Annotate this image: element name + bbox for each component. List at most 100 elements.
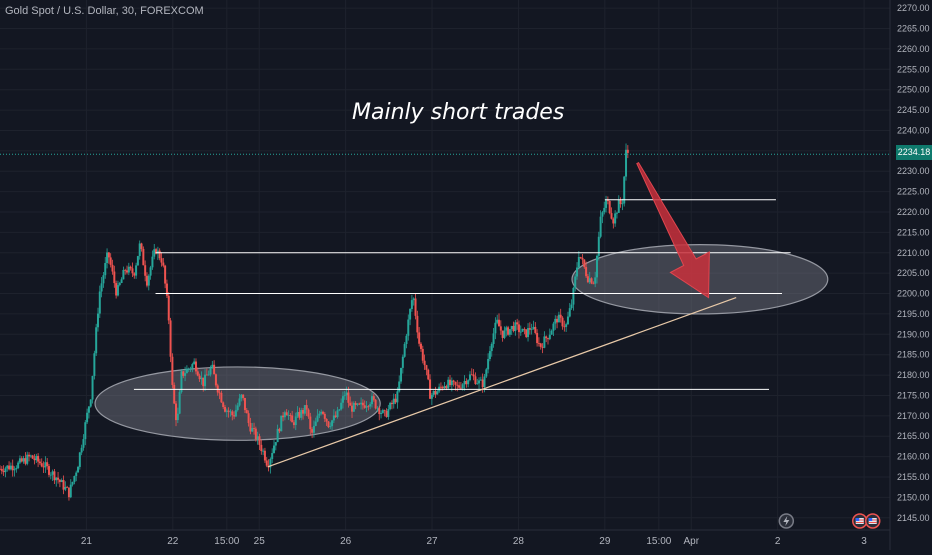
candle-body [282, 415, 285, 418]
candle-body [334, 415, 337, 418]
candle-body [505, 327, 508, 331]
candle-body [307, 409, 310, 417]
candle-body [407, 319, 410, 336]
candle-body [358, 403, 361, 405]
candle-body [365, 406, 368, 408]
us-flag-icon [864, 513, 881, 529]
candle-body [347, 392, 350, 403]
candle-body [372, 396, 375, 400]
candle-body [2, 470, 5, 473]
candle-body [617, 199, 620, 213]
candle-body [498, 319, 501, 327]
candle-body [546, 338, 549, 340]
candle-body [566, 316, 569, 325]
candle-body [236, 405, 239, 411]
candle-body [120, 279, 123, 284]
y-tick-label: 2185.00 [897, 350, 930, 360]
candle-body [530, 329, 533, 330]
candle-body [572, 287, 575, 305]
candle-body [517, 324, 520, 333]
y-tick-label: 2170.00 [897, 411, 930, 421]
candle-body [441, 387, 444, 389]
candle-body [204, 374, 207, 387]
candle-body [218, 392, 221, 394]
candle-body [483, 376, 486, 388]
x-tick-label: 15:00 [214, 536, 239, 547]
candle-body [40, 463, 43, 467]
candle-body [503, 330, 506, 338]
candle-body [332, 415, 335, 421]
candle-body [289, 415, 292, 416]
y-tick-label: 2255.00 [897, 64, 930, 74]
candle-body [383, 410, 386, 411]
candle-body [278, 428, 281, 432]
candle-body [93, 353, 96, 376]
candle-body [361, 402, 364, 406]
candle-body [300, 410, 303, 418]
candle-body [75, 472, 78, 477]
candle-body [439, 386, 442, 388]
candle-body [127, 266, 130, 273]
candle-body [398, 381, 401, 392]
candle-body [115, 283, 118, 296]
candle-body [231, 411, 234, 416]
candle-body [47, 466, 50, 475]
candle-body [207, 374, 210, 376]
candle-body [599, 216, 602, 237]
x-tick-label: 25 [254, 536, 266, 547]
candle-body [262, 450, 265, 452]
candle-body [6, 465, 9, 469]
candle-body [396, 391, 399, 403]
y-tick-label: 2200.00 [897, 289, 930, 299]
candle-body [614, 213, 617, 224]
candle-body [606, 199, 609, 202]
candle-body [470, 374, 473, 376]
candle-body [351, 405, 354, 412]
candle-body [341, 396, 344, 403]
candle-body [488, 351, 491, 359]
candle-body [405, 335, 408, 345]
candle-body [360, 402, 363, 405]
candle-body [271, 453, 274, 459]
x-tick-label: 22 [167, 536, 179, 547]
candle-body [260, 444, 263, 452]
candle-body [205, 374, 208, 376]
candle-body [272, 445, 275, 454]
candle-body [570, 304, 573, 309]
candle-body [343, 395, 346, 397]
y-tick-label: 2215.00 [897, 227, 930, 237]
candle-body [35, 455, 38, 461]
candle-body [158, 250, 161, 259]
candle-body [527, 328, 530, 338]
candle-body [185, 368, 188, 374]
candle-body [173, 384, 176, 404]
candle-body [145, 275, 148, 286]
candle-body [577, 256, 580, 268]
candle-body [298, 411, 301, 418]
candle-body [331, 420, 334, 427]
candle-body [8, 465, 11, 470]
candle-body [543, 336, 546, 348]
candle-body [253, 427, 256, 429]
candle-body [151, 256, 154, 268]
candle-body [467, 380, 470, 385]
candle-body [214, 374, 217, 386]
y-tick-label: 2155.00 [897, 472, 930, 482]
candle-body [20, 458, 23, 462]
candle-body [28, 454, 31, 457]
candle-body [11, 465, 14, 471]
candle-body [363, 405, 366, 408]
candle-body [292, 422, 295, 426]
y-tick-label: 2265.00 [897, 24, 930, 34]
candle-body [537, 343, 540, 344]
candle-body [430, 394, 433, 399]
candle-body [243, 397, 246, 411]
candle-body [532, 326, 535, 330]
candle-body [563, 326, 566, 328]
candle-body [113, 271, 116, 284]
candle-body [338, 409, 341, 411]
y-tick-label: 2150.00 [897, 492, 930, 502]
candle-body [156, 250, 159, 254]
